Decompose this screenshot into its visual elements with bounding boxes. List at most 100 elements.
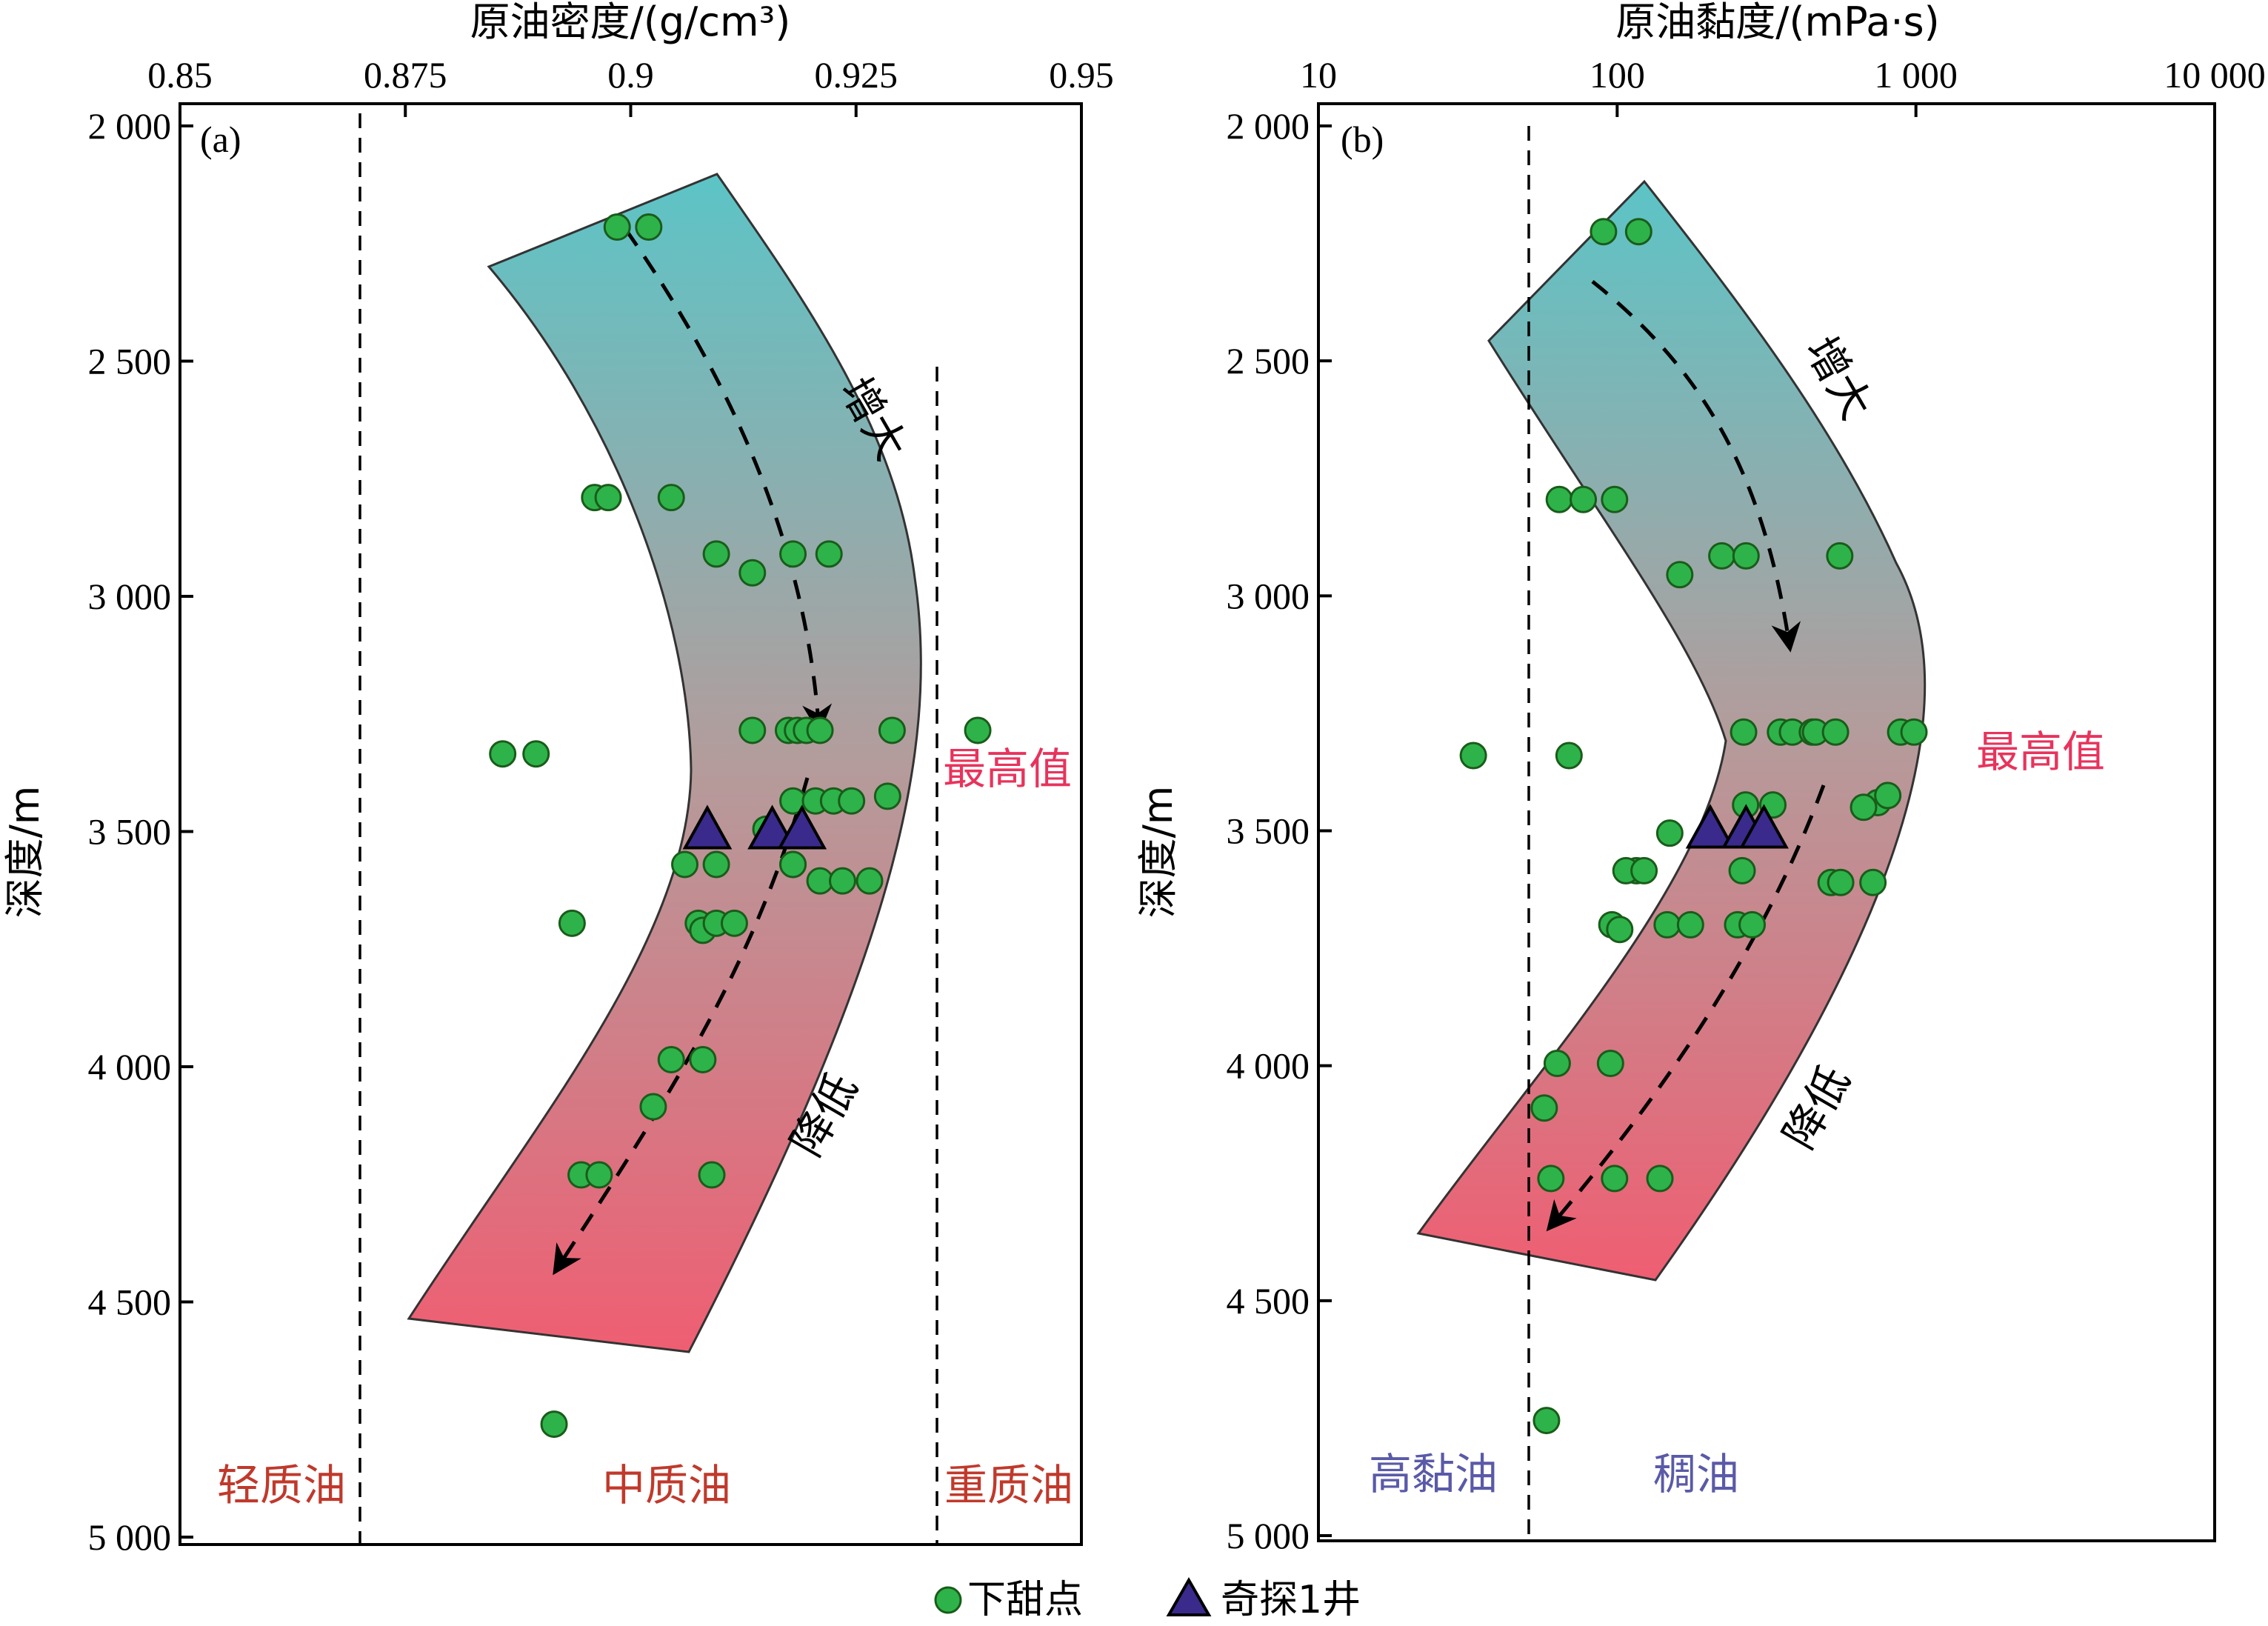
panel-b: 10 100 1 000 10 000 2 000 2 500 3 000 3 500 4 00… — [1135, 0, 2266, 1556]
data-point-sweet — [1537, 1164, 1565, 1193]
data-point-sweet — [522, 740, 550, 768]
ticks-b: 10 100 1 000 10 000 2 000 2 500 3 000 3 500 4 00… — [1227, 54, 2266, 1556]
data-point-sweet — [815, 540, 843, 568]
data-point-sweet — [1738, 910, 1767, 939]
data-point-sweet — [878, 716, 906, 744]
data-point-sweet — [657, 484, 685, 512]
x-tick-label: 0.925 — [815, 54, 898, 96]
x-tick-label: 10 — [1300, 54, 1337, 96]
data-point-sweet — [489, 740, 517, 768]
data-point-sweet — [1821, 718, 1850, 746]
data-point-well — [1685, 804, 1735, 849]
data-point-sweet — [1666, 561, 1694, 589]
data-point-sweet — [964, 716, 992, 744]
y-tick-label: 2 500 — [88, 341, 172, 382]
data-point-sweet — [806, 867, 834, 895]
data-point-well — [747, 804, 797, 850]
points-b — [1459, 218, 1928, 1435]
data-point-sweet — [1543, 1049, 1571, 1077]
data-point-sweet — [1630, 856, 1658, 884]
data-point-sweet — [1708, 542, 1736, 570]
data-point-sweet — [779, 540, 807, 568]
x-tick-label: 0.875 — [364, 54, 447, 96]
x-axis-title-a: 原油密度/(g/cm³) — [470, 0, 791, 45]
zone-label-medium-oil: 中质油 — [602, 1460, 731, 1510]
data-point-sweet — [1606, 916, 1634, 944]
legend-triangle-icon — [1166, 1576, 1212, 1616]
data-point-sweet — [671, 850, 699, 879]
y-tick-label: 3 500 — [1227, 810, 1310, 852]
y-tick-label: 4 500 — [88, 1282, 172, 1323]
data-point-sweet — [828, 867, 856, 895]
y-tick-label: 4 000 — [88, 1046, 172, 1087]
x-axis-title-b: 原油黏度/(mPa·s) — [1615, 0, 1939, 45]
data-point-sweet — [838, 787, 866, 815]
plot-frame-b — [1317, 102, 2216, 1542]
x-tick-label: 1 000 — [1874, 54, 1958, 96]
data-point-well — [777, 804, 827, 850]
y-tick-label: 2 500 — [1227, 340, 1310, 381]
data-point-sweet — [1601, 1164, 1629, 1193]
legend-circle-icon — [934, 1586, 962, 1614]
y-tick-label: 2 000 — [1227, 105, 1310, 147]
panel-label-b: (b) — [1341, 119, 1384, 160]
annotation-max-a: 最高值 — [943, 744, 1072, 794]
data-point-sweet — [738, 716, 767, 744]
y-tick-label: 3 000 — [88, 576, 172, 617]
y-tick-label: 3 000 — [1227, 575, 1310, 616]
legend: 下甜点 奇探1井 — [934, 1576, 1361, 1622]
data-point-sweet — [1850, 793, 1878, 822]
data-point-sweet — [702, 540, 730, 568]
x-tick-label: 0.9 — [607, 54, 654, 96]
x-tick-label: 0.85 — [147, 54, 213, 96]
zone-label-heavy-oil: 重质油 — [944, 1460, 1073, 1510]
y-tick-label: 5 000 — [88, 1516, 172, 1558]
panel-a: 0.85 0.875 0.9 0.925 0.95 2 000 2 500 3 000 3 50… — [1, 0, 1114, 1558]
data-point-sweet — [1459, 742, 1487, 770]
data-point-sweet — [806, 716, 834, 744]
trend-band-a — [407, 173, 922, 1353]
data-point-sweet — [702, 850, 730, 879]
data-point-sweet — [1655, 819, 1684, 847]
data-point-sweet — [558, 909, 586, 937]
points-a — [489, 213, 992, 1439]
trend-arrow-down-a — [624, 228, 833, 734]
data-point-sweet — [1900, 718, 1928, 746]
panel-label-a: (a) — [200, 119, 241, 160]
data-point-sweet — [1601, 485, 1629, 513]
data-point-well — [1739, 804, 1789, 849]
x-tick-label: 0.95 — [1049, 54, 1114, 96]
y-tick-label: 4 500 — [1227, 1280, 1310, 1322]
data-point-sweet — [1530, 1094, 1558, 1122]
trend-arrow-up-a — [553, 777, 810, 1276]
data-point-sweet — [635, 213, 663, 241]
trend-band-b — [1416, 179, 1927, 1282]
data-point-sweet — [1646, 1164, 1674, 1193]
data-point-sweet — [1676, 910, 1704, 939]
data-point-sweet — [720, 909, 748, 937]
data-point-sweet — [698, 1161, 726, 1189]
data-point-sweet — [1732, 542, 1760, 570]
data-point-sweet — [540, 1410, 568, 1439]
data-point-sweet — [1826, 542, 1854, 570]
y-tick-label: 5 000 — [1227, 1515, 1310, 1556]
data-point-sweet — [779, 850, 807, 879]
data-point-sweet — [585, 1161, 613, 1189]
data-point-sweet — [1555, 742, 1583, 770]
data-point-sweet — [639, 1093, 667, 1121]
y-tick-label: 4 000 — [1227, 1045, 1310, 1087]
x-tick-label: 10 000 — [2164, 54, 2266, 96]
zone-label-high-viscosity-oil: 高黏油 — [1369, 1449, 1498, 1499]
data-point-sweet — [1570, 485, 1598, 513]
data-point-sweet — [1728, 856, 1756, 884]
legend-label-well: 奇探1井 — [1221, 1578, 1361, 1622]
y-tick-label: 2 000 — [88, 105, 172, 147]
data-point-sweet — [1730, 718, 1758, 746]
data-point-sweet — [603, 213, 631, 241]
ticks-a: 0.85 0.875 0.9 0.925 0.95 2 000 2 500 3 000 3 50… — [88, 54, 1114, 1558]
data-point-sweet — [1596, 1049, 1624, 1077]
zone-label-light-oil: 轻质油 — [217, 1460, 346, 1510]
y-tick-label: 3 500 — [88, 811, 172, 853]
data-point-sweet — [594, 484, 622, 512]
